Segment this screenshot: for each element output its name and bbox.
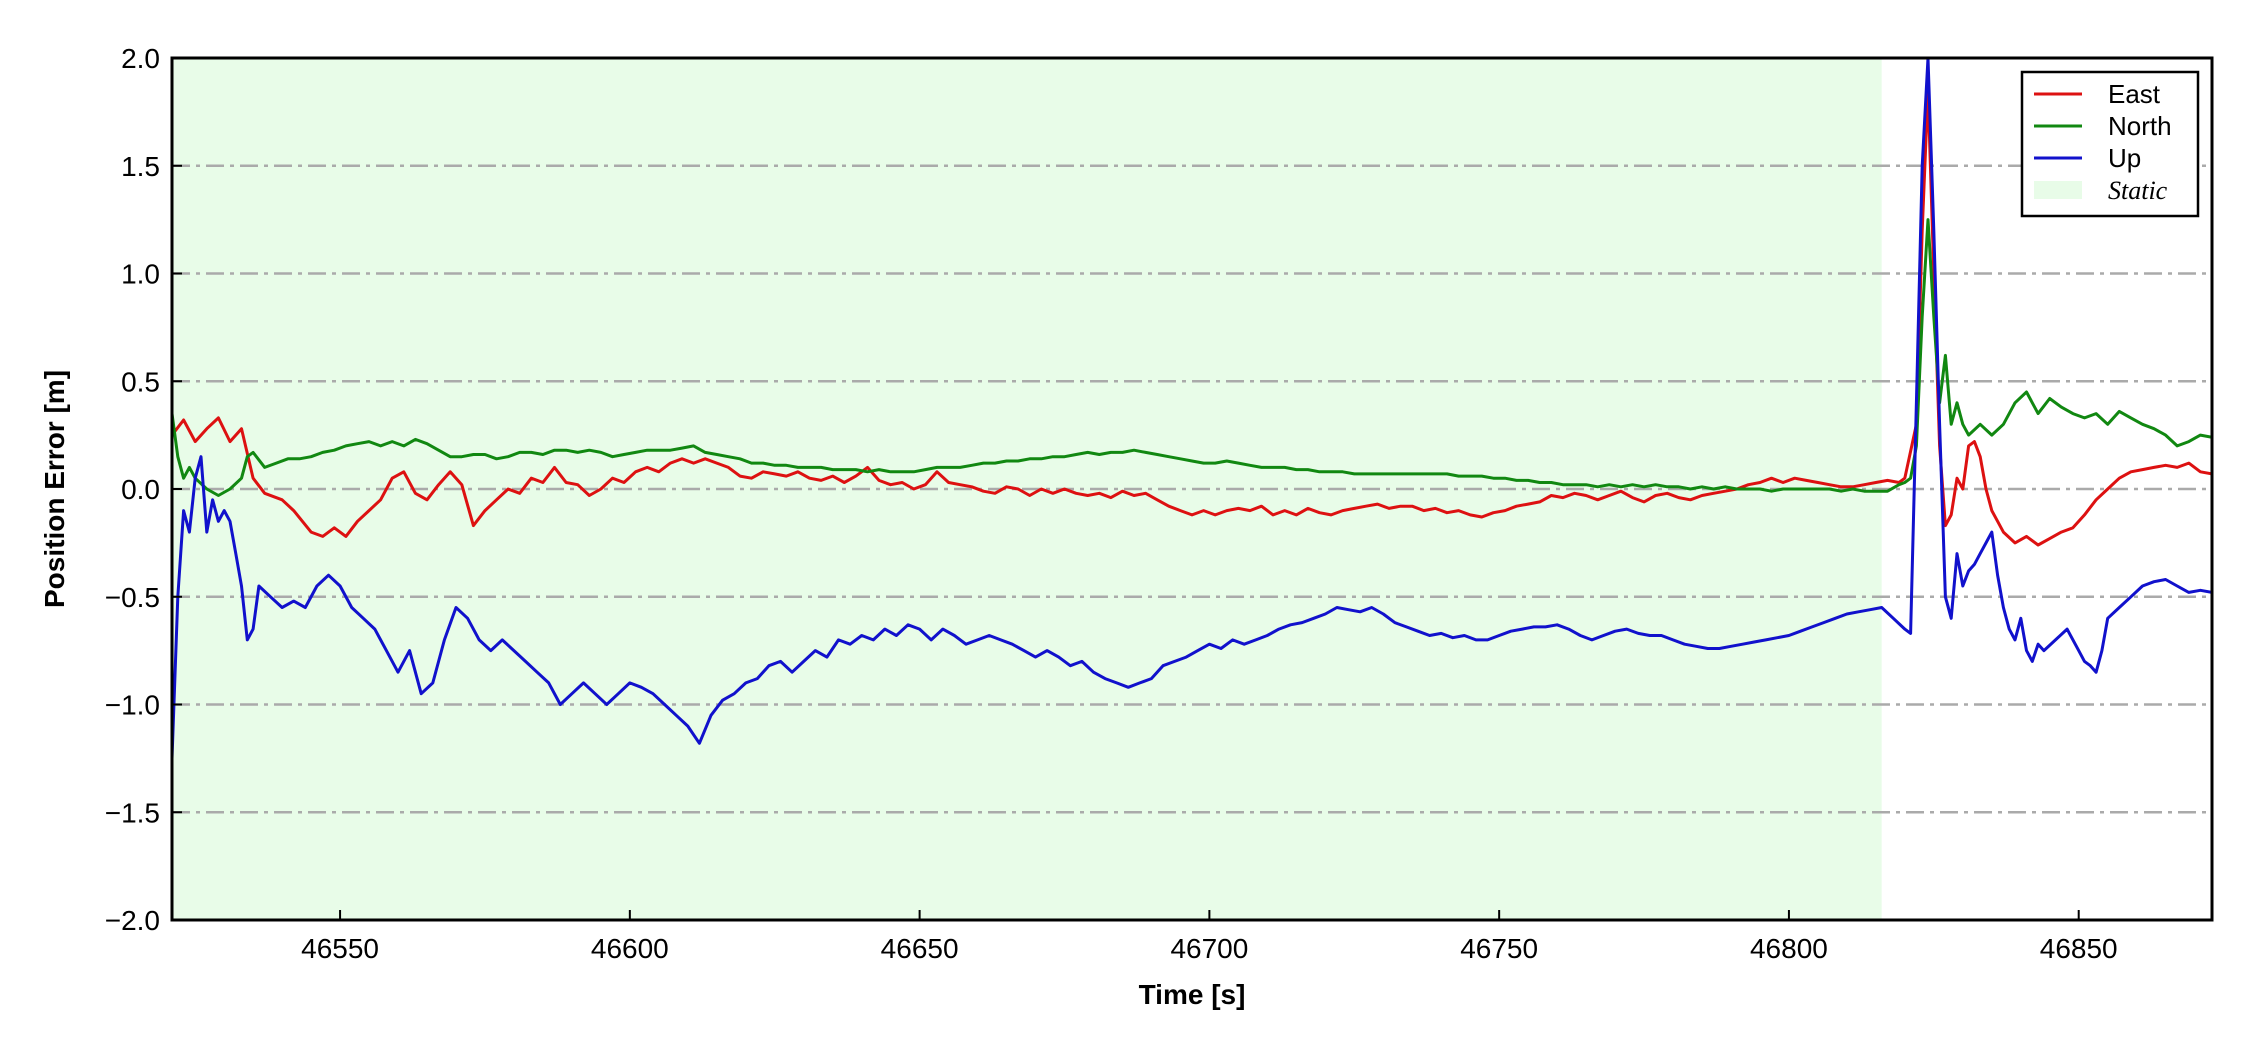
y-tick-label: −1.5 <box>105 797 160 828</box>
x-tick-label: 46700 <box>1170 933 1248 964</box>
y-tick-label: 0.5 <box>121 366 160 397</box>
y-tick-label: 2.0 <box>121 43 160 74</box>
series-line-up <box>172 58 2212 759</box>
x-tick-label: 46850 <box>2040 933 2118 964</box>
grid-layer <box>172 164 2212 814</box>
x-tick-label: 46650 <box>881 933 959 964</box>
series-layer <box>172 58 2212 759</box>
x-tick-label: 46750 <box>1460 933 1538 964</box>
x-tick-label: 46550 <box>301 933 379 964</box>
y-tick-label: 0.0 <box>121 474 160 505</box>
y-tick-label: −1.0 <box>105 690 160 721</box>
legend-label-north: North <box>2108 111 2172 141</box>
series-line-north <box>172 218 2212 497</box>
legend-label-static: Static <box>2108 176 2168 205</box>
y-tick-label: 1.0 <box>121 259 160 290</box>
legend-label-up: Up <box>2108 143 2141 173</box>
y-tick-label: −0.5 <box>105 582 160 613</box>
y-tick-label: −2.0 <box>105 905 160 936</box>
x-tick-label: 46800 <box>1750 933 1828 964</box>
y-axis-title: Position Error [m] <box>39 370 70 608</box>
tick-layer: 46550 46600 46650 46700 46750 46800 46850 −2.0 −… <box>105 43 2118 964</box>
x-tick-label: 46600 <box>591 933 669 964</box>
legend-swatch-static <box>2034 181 2082 199</box>
x-axis-title: Time [s] <box>1139 979 1246 1010</box>
legend-label-east: East <box>2108 79 2161 109</box>
y-tick-label: 1.5 <box>121 151 160 182</box>
